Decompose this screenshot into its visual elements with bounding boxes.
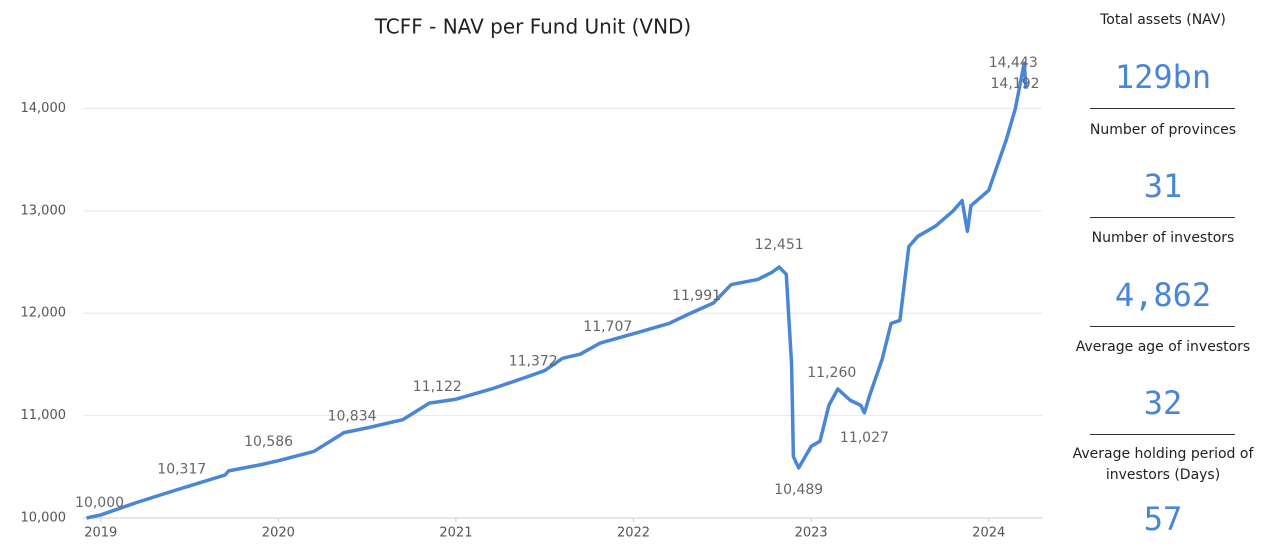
data-label: 10,317 bbox=[157, 462, 206, 478]
y-tick-label: 12,000 bbox=[21, 306, 67, 321]
x-tick-label: 2023 bbox=[795, 526, 828, 541]
kpi-divider bbox=[1090, 217, 1235, 218]
kpi-divider bbox=[1090, 326, 1235, 327]
data-label: 14,192 bbox=[991, 76, 1040, 92]
data-label: 10,586 bbox=[244, 434, 293, 450]
kpi-label: Average age of investors bbox=[1075, 339, 1251, 355]
data-label: 11,260 bbox=[807, 365, 856, 381]
nav-line bbox=[86, 61, 1028, 520]
data-label: 10,489 bbox=[774, 482, 823, 498]
x-tick-label: 2022 bbox=[617, 526, 650, 541]
kpi-label: Total assets (NAV) bbox=[1100, 12, 1226, 28]
data-label: 11,372 bbox=[509, 354, 558, 370]
x-tick-label: 2024 bbox=[972, 526, 1005, 541]
data-label: 10,000 bbox=[75, 495, 124, 511]
chart-title: TCFF - NAV per Fund Unit (VND) bbox=[374, 15, 691, 39]
kpi-value: 129bn bbox=[1114, 58, 1212, 96]
kpi-label: Number of provinces bbox=[1089, 122, 1237, 138]
data-label: 10,834 bbox=[328, 409, 377, 425]
data-label: 14,443 bbox=[989, 55, 1038, 71]
kpi-value: 31 bbox=[1143, 167, 1183, 205]
data-label: 11,991 bbox=[672, 288, 721, 304]
x-tick-label: 2020 bbox=[262, 526, 295, 541]
y-tick-label: 10,000 bbox=[21, 511, 67, 526]
kpi-value: 57 bbox=[1143, 500, 1183, 538]
y-tick-label: 11,000 bbox=[21, 408, 67, 423]
data-label: 11,122 bbox=[413, 379, 462, 395]
data-label: 12,451 bbox=[755, 237, 804, 253]
chart: TCFF - NAV per Fund Unit (VND) 10,000 11,… bbox=[21, 15, 1042, 541]
kpi-label: Number of investors bbox=[1091, 230, 1235, 246]
x-tick-label: 2019 bbox=[84, 526, 117, 541]
data-label: 11,027 bbox=[840, 430, 889, 446]
data-label: 11,707 bbox=[583, 319, 632, 335]
kpi-divider bbox=[1090, 434, 1235, 435]
kpi-divider bbox=[1090, 108, 1235, 109]
y-tick-label: 14,000 bbox=[21, 101, 67, 116]
kpi-value: 4,862 bbox=[1114, 276, 1212, 314]
kpi-value: 32 bbox=[1143, 384, 1183, 422]
x-tick-label: 2021 bbox=[439, 526, 472, 541]
y-tick-label: 13,000 bbox=[21, 203, 67, 218]
kpi-label: Average holding period of investors (Day… bbox=[1072, 446, 1254, 483]
